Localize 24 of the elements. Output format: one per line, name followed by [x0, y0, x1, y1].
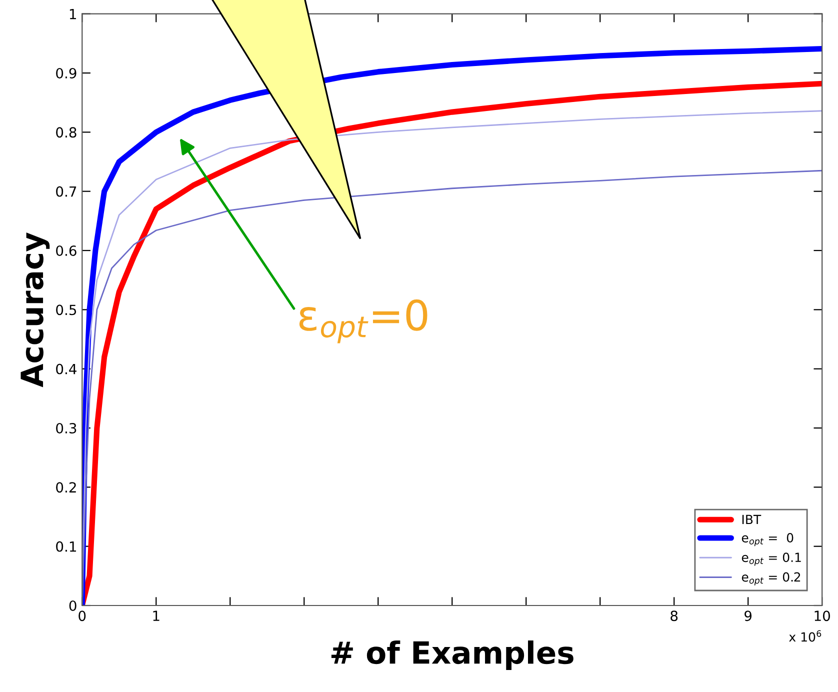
x-axis-title: # of Examples: [331, 640, 574, 670]
y-tick-label: 0.2: [56, 482, 76, 493]
y-tick-label: 0.3: [56, 422, 76, 434]
y-tick-label: 0: [69, 600, 76, 611]
x-tick-label: 8: [670, 610, 678, 622]
x-tick-label: 9: [744, 610, 752, 622]
y-tick-label: 0.1: [56, 541, 76, 552]
annotation: ε$_{opt}$=0: [299, 299, 428, 344]
legend-label: IBT: [742, 514, 762, 524]
x-tick-label: 0: [78, 610, 86, 622]
y-tick-label: 0.8: [56, 127, 76, 138]
legend-label: e$_{opt}$ = 0.1: [742, 552, 801, 566]
y-tick-label: 0.9: [56, 68, 76, 78]
x-tick-label: 10: [814, 610, 830, 622]
y-tick-label: 0.5: [56, 304, 76, 316]
x-tick-label: 1: [153, 610, 160, 621]
y-tick-label: 0.4: [56, 364, 76, 374]
text: x 10$^{6}$: [789, 630, 822, 642]
legend-label: e$_{opt}$ = 0: [742, 533, 794, 546]
y-tick-label: 1: [70, 8, 76, 20]
y-tick-label: 0.7: [56, 186, 76, 197]
y-axis-title: Accuracy: [20, 232, 50, 388]
legend-label: e$_{opt}$ = 0.2: [742, 572, 800, 586]
y-tick-label: 0.6: [56, 245, 76, 256]
